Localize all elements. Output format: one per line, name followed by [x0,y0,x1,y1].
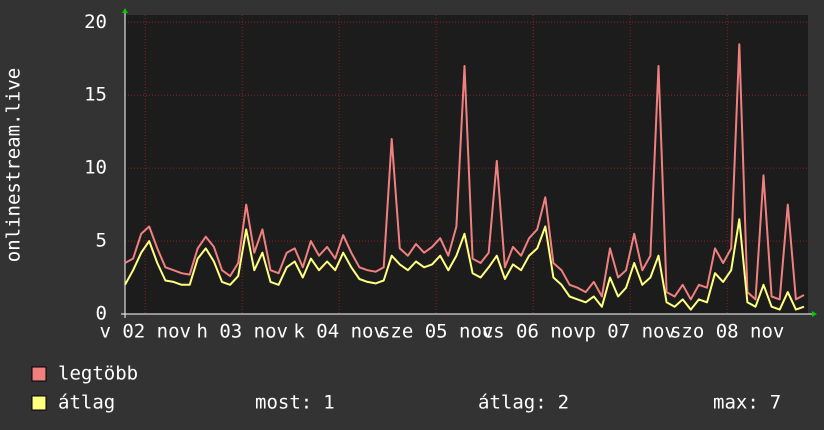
stat-value: 1 [323,392,334,414]
y-tick-label: 5 [96,230,107,252]
x-tick-label: k 04 nov [293,321,385,343]
legend-swatch [31,395,47,411]
axis-arrow [122,8,128,13]
x-tick-label: p 07 nov [584,321,676,343]
series-line [124,218,805,311]
y-tick-label: 10 [84,157,107,179]
stat-label: max: [713,392,759,414]
plot-area [125,15,808,314]
y-tick-label: 20 [84,11,107,33]
legend-label: legtöbb [58,363,138,385]
x-tick-label: sze 05 nov [379,321,493,343]
series-line [124,43,805,301]
stat-label: most: [255,392,312,414]
y-tick-label: 15 [84,84,107,106]
stat-value: 2 [558,392,569,414]
x-tick-label: szo 08 nov [670,321,784,343]
y-tick-label: 0 [96,303,107,325]
stat-label: átlag: [478,392,547,414]
legend-swatch [31,366,47,382]
stat-value: 7 [770,392,781,414]
x-tick-label: cs 06 nov [482,321,585,343]
x-tick-label: v 02 nov [99,321,191,343]
x-tick-label: h 03 nov [196,321,288,343]
axis-arrow [812,311,817,317]
legend-label: átlag [58,392,115,414]
y-axis-label: onlinestream.live [3,68,25,262]
